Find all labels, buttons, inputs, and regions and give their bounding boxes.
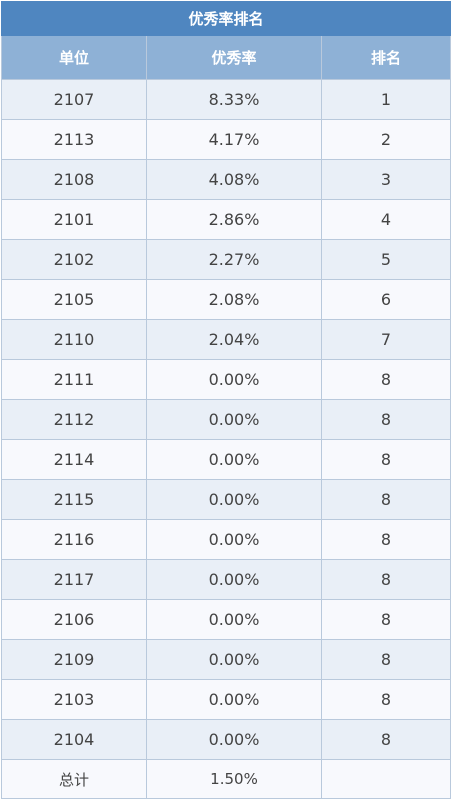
cell-excellence-rate: 0.00% bbox=[146, 399, 322, 440]
cell-unit: 2116 bbox=[1, 519, 147, 560]
cell-unit: 2114 bbox=[1, 439, 147, 480]
cell-rank: 8 bbox=[320, 719, 452, 760]
cell-unit: 2106 bbox=[1, 599, 147, 640]
table-row: 2111 0.00% 8 bbox=[1, 359, 452, 400]
cell-rank: 8 bbox=[320, 599, 452, 640]
table-body: 2107 8.33% 1 2113 4.17% 2 2108 4.08% 3 2101 2.86% 4… bbox=[1, 79, 452, 760]
cell-unit: 2103 bbox=[1, 679, 147, 720]
cell-excellence-rate: 0.00% bbox=[146, 559, 322, 600]
cell-excellence-rate: 2.27% bbox=[146, 239, 322, 280]
cell-rank: 8 bbox=[320, 679, 452, 720]
table-row: 2105 2.08% 6 bbox=[1, 279, 452, 320]
cell-rank: 4 bbox=[320, 199, 452, 240]
cell-rank: 8 bbox=[320, 439, 452, 480]
table-row: 2115 0.00% 8 bbox=[1, 479, 452, 520]
cell-rank: 5 bbox=[320, 239, 452, 280]
table-row: 2116 0.00% 8 bbox=[1, 519, 452, 560]
total-rate: 1.50% bbox=[146, 759, 322, 799]
table-row: 2102 2.27% 5 bbox=[1, 239, 452, 280]
table-row: 2109 0.00% 8 bbox=[1, 639, 452, 680]
cell-excellence-rate: 0.00% bbox=[146, 439, 322, 480]
cell-unit: 2117 bbox=[1, 559, 147, 600]
cell-unit: 2101 bbox=[1, 199, 147, 240]
table-row: 2107 8.33% 1 bbox=[1, 79, 452, 120]
cell-excellence-rate: 0.00% bbox=[146, 479, 322, 520]
cell-excellence-rate: 0.00% bbox=[146, 719, 322, 760]
table-row: 2103 0.00% 8 bbox=[1, 679, 452, 720]
cell-unit: 2110 bbox=[1, 319, 147, 360]
cell-excellence-rate: 2.86% bbox=[146, 199, 322, 240]
cell-excellence-rate: 2.04% bbox=[146, 319, 322, 360]
cell-excellence-rate: 0.00% bbox=[146, 359, 322, 400]
cell-rank: 6 bbox=[320, 279, 452, 320]
table-header-row: 单位 优秀率 排名 bbox=[1, 35, 452, 80]
table-row: 2113 4.17% 2 bbox=[1, 119, 452, 160]
total-rank bbox=[320, 759, 452, 799]
cell-rank: 8 bbox=[320, 479, 452, 520]
cell-unit: 2108 bbox=[1, 159, 147, 200]
cell-rank: 8 bbox=[320, 399, 452, 440]
cell-excellence-rate: 8.33% bbox=[146, 79, 322, 120]
column-header-unit: 单位 bbox=[1, 35, 147, 80]
cell-rank: 8 bbox=[320, 639, 452, 680]
cell-unit: 2112 bbox=[1, 399, 147, 440]
column-header-excellence-rate: 优秀率 bbox=[146, 35, 322, 80]
cell-unit: 2104 bbox=[1, 719, 147, 760]
cell-excellence-rate: 0.00% bbox=[146, 599, 322, 640]
column-header-rank: 排名 bbox=[320, 35, 452, 80]
cell-excellence-rate: 2.08% bbox=[146, 279, 322, 320]
table-row: 2106 0.00% 8 bbox=[1, 599, 452, 640]
cell-unit: 2107 bbox=[1, 79, 147, 120]
table-row: 2108 4.08% 3 bbox=[1, 159, 452, 200]
table-title: 优秀率排名 bbox=[0, 1, 452, 36]
table-row: 2101 2.86% 4 bbox=[1, 199, 452, 240]
cell-excellence-rate: 4.17% bbox=[146, 119, 322, 160]
cell-rank: 1 bbox=[320, 79, 452, 120]
cell-unit: 2111 bbox=[1, 359, 147, 400]
cell-unit: 2109 bbox=[1, 639, 147, 680]
cell-rank: 8 bbox=[320, 559, 452, 600]
table-title-row: 优秀率排名 bbox=[0, 1, 452, 36]
cell-excellence-rate: 0.00% bbox=[146, 679, 322, 720]
cell-rank: 7 bbox=[320, 319, 452, 360]
cell-rank: 8 bbox=[320, 359, 452, 400]
cell-unit: 2102 bbox=[1, 239, 147, 280]
table-row: 2114 0.00% 8 bbox=[1, 439, 452, 480]
table-row: 2112 0.00% 8 bbox=[1, 399, 452, 440]
table-row: 2117 0.00% 8 bbox=[1, 559, 452, 600]
total-row: 总计 1.50% bbox=[1, 759, 452, 799]
cell-unit: 2105 bbox=[1, 279, 147, 320]
cell-unit: 2113 bbox=[1, 119, 147, 160]
table-row: 2110 2.04% 7 bbox=[1, 319, 452, 360]
table-row: 2104 0.00% 8 bbox=[1, 719, 452, 760]
cell-excellence-rate: 0.00% bbox=[146, 519, 322, 560]
cell-rank: 2 bbox=[320, 119, 452, 160]
total-label: 总计 bbox=[1, 759, 147, 799]
cell-excellence-rate: 0.00% bbox=[146, 639, 322, 680]
cell-rank: 8 bbox=[320, 519, 452, 560]
cell-excellence-rate: 4.08% bbox=[146, 159, 322, 200]
cell-unit: 2115 bbox=[1, 479, 147, 520]
cell-rank: 3 bbox=[320, 159, 452, 200]
